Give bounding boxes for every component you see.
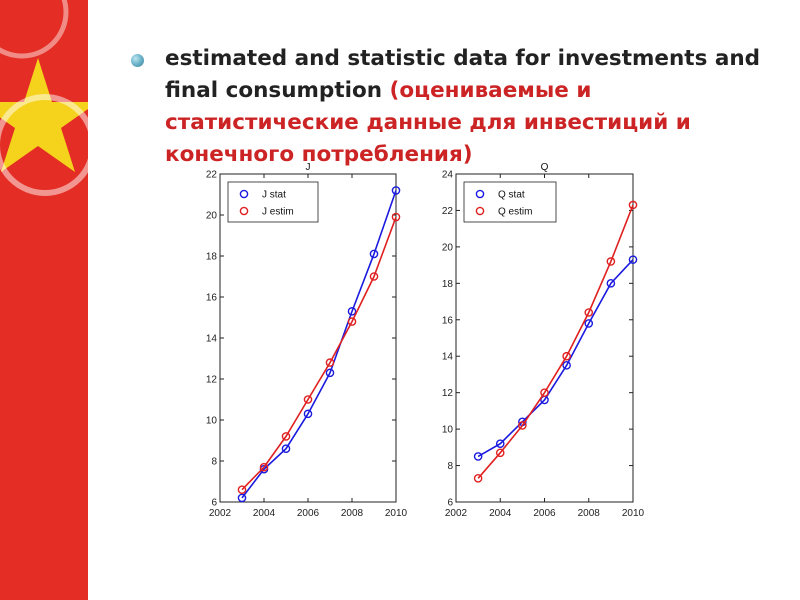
y-tick-label: 14 [206, 334, 218, 345]
legend-marker-stat [475, 189, 485, 199]
y-tick-label: 22 [442, 206, 454, 217]
data-point-stat [303, 409, 313, 419]
bullet-icon [131, 54, 144, 67]
data-point-stat [347, 307, 357, 316]
data-point-estim [369, 272, 379, 281]
y-tick-label: 6 [211, 498, 217, 509]
chart-investments: J 2002 2004 2006 2008 2010 6 8 10 12 14 16 18 20 22 J s… [206, 162, 408, 519]
x-tick-label: 2004 [253, 508, 276, 519]
plot-area [219, 173, 397, 503]
y-tick-label: 14 [442, 352, 454, 363]
legend-marker-stat [239, 189, 249, 199]
y-tick-label: 16 [206, 293, 218, 304]
legend-label-estim: Q estim [498, 207, 532, 218]
data-point-estim [606, 257, 616, 266]
data-point-estim [562, 351, 571, 361]
x-tick-label: 2002 [445, 508, 468, 519]
y-tick-label: 12 [442, 388, 454, 399]
x-tick-label: 2008 [578, 508, 601, 519]
chart-consumption: Q 2002 2004 2006 2008 2010 6 8 10 12 14 16 18 20 22 24 Q… [442, 162, 645, 519]
series-line-estim [241, 216, 397, 491]
y-tick-label: 12 [206, 375, 218, 386]
decorative-flag-band [0, 0, 88, 600]
y-tick-label: 20 [206, 211, 218, 222]
data-point-estim [391, 212, 401, 222]
bullet-text-russian: (оцениваемые и статистические данные для… [165, 78, 691, 167]
data-point-stat [606, 279, 616, 288]
data-point-estim [628, 200, 638, 210]
y-tick-label: 22 [206, 170, 218, 181]
x-tick-label: 2010 [385, 508, 408, 519]
data-point-stat [391, 186, 401, 195]
chart-title: Q [541, 162, 549, 173]
bullet-text-english: estimated and statistic data for investm… [165, 46, 761, 103]
legend-label-stat: Q stat [498, 190, 525, 201]
y-tick-label: 16 [442, 315, 454, 326]
legend-label-estim: J estim [262, 207, 294, 218]
decorative-ring-top [0, 0, 69, 59]
legend-marker-estim [239, 206, 249, 216]
data-point-estim [303, 395, 313, 404]
y-tick-label: 8 [211, 457, 217, 468]
data-point-estim [237, 485, 247, 495]
decorative-ring-bottom [0, 94, 88, 196]
data-point-estim [347, 317, 357, 326]
data-point-stat [495, 439, 505, 448]
y-tick-label: 10 [206, 416, 218, 427]
data-point-stat [237, 493, 247, 503]
data-point-stat [562, 361, 571, 370]
y-tick-label: 6 [447, 498, 453, 509]
data-point-estim [259, 462, 269, 472]
data-point-estim [540, 388, 549, 397]
data-point-estim [518, 421, 527, 430]
legend-box [463, 181, 557, 223]
y-tick-label: 18 [442, 279, 454, 290]
legend-label-stat: J stat [262, 190, 286, 201]
chart-title: J [306, 162, 311, 173]
x-tick-label: 2004 [489, 508, 512, 519]
data-point-estim [281, 432, 291, 441]
star-icon [0, 58, 88, 172]
series-line-estim [477, 204, 634, 479]
slide-bullet-text: estimated and statistic data for investm… [165, 43, 785, 171]
x-tick-label: 2008 [341, 508, 364, 519]
x-tick-label: 2006 [297, 508, 320, 519]
y-tick-label: 18 [206, 252, 218, 263]
y-tick-label: 24 [442, 170, 454, 181]
data-point-stat [584, 319, 594, 328]
data-point-estim [495, 448, 505, 458]
y-tick-label: 8 [447, 461, 453, 472]
data-point-estim [325, 358, 335, 367]
x-tick-label: 2010 [622, 508, 645, 519]
data-point-estim [473, 474, 483, 483]
series-line-stat [477, 259, 634, 458]
y-tick-label: 10 [442, 425, 454, 436]
data-point-stat [325, 368, 335, 378]
data-point-stat [281, 444, 291, 454]
plot-area [455, 173, 634, 503]
data-point-stat [473, 452, 483, 461]
x-tick-label: 2006 [533, 508, 556, 519]
x-tick-label: 2002 [209, 508, 232, 519]
data-point-stat [369, 249, 379, 259]
legend-marker-estim [475, 206, 485, 216]
data-point-estim [584, 308, 594, 317]
legend-box [227, 181, 319, 223]
data-point-stat [628, 255, 638, 264]
y-tick-label: 20 [442, 242, 454, 253]
